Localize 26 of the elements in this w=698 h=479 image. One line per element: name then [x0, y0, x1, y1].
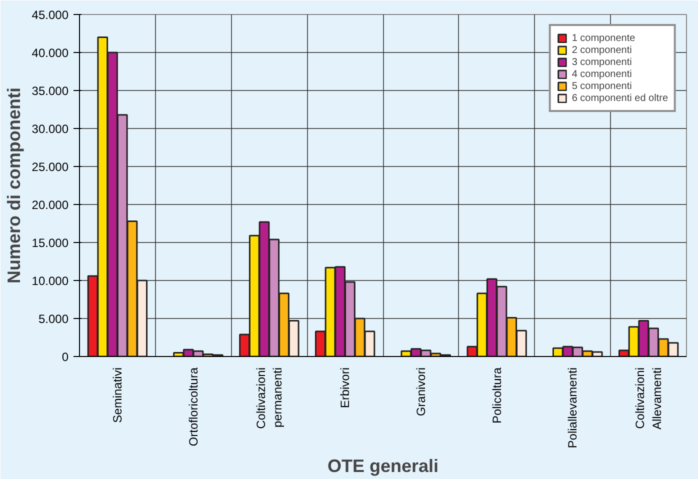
x-tick-label: Coltivazioni permanenti — [254, 367, 285, 429]
x-tick-label: Ortofloricoltura — [186, 367, 200, 446]
y-tick-label: 35.000 — [32, 84, 69, 98]
legend-label: 5 componenti — [572, 80, 632, 92]
y-tick-label: 30.000 — [32, 122, 69, 136]
x-tick-label: Seminativi — [110, 367, 124, 423]
x-tick-label: Granivori — [414, 367, 428, 416]
y-tick-label: 15.000 — [32, 236, 69, 250]
y-tick-label: 40.000 — [32, 46, 69, 60]
y-tick-label: 10.000 — [32, 274, 69, 288]
x-tick-label: Policoltura — [490, 367, 504, 424]
legend-label: 4 componenti — [572, 68, 632, 80]
y-tick-label: 20.000 — [32, 198, 69, 212]
legend-label: 3 componenti — [572, 56, 632, 68]
x-tick-label: Erbivori — [338, 367, 352, 408]
x-axis-title: OTE generali — [327, 456, 439, 476]
y-tick-label: 0 — [62, 350, 69, 364]
x-tick-label: Coltivazioni Allevamenti — [633, 367, 664, 430]
legend-label: 1 componente — [572, 32, 636, 44]
y-tick-label: 5.000 — [38, 312, 69, 326]
x-tick-label: Poliallevamenti — [566, 367, 580, 448]
y-tick-label: 25.000 — [32, 160, 69, 174]
legend-label: 2 componenti — [572, 44, 632, 56]
y-tick-label: 45.000 — [32, 8, 69, 22]
legend-label: 6 componenti ed oltre — [572, 92, 668, 104]
y-axis-title: Numero di componenti — [4, 87, 24, 284]
